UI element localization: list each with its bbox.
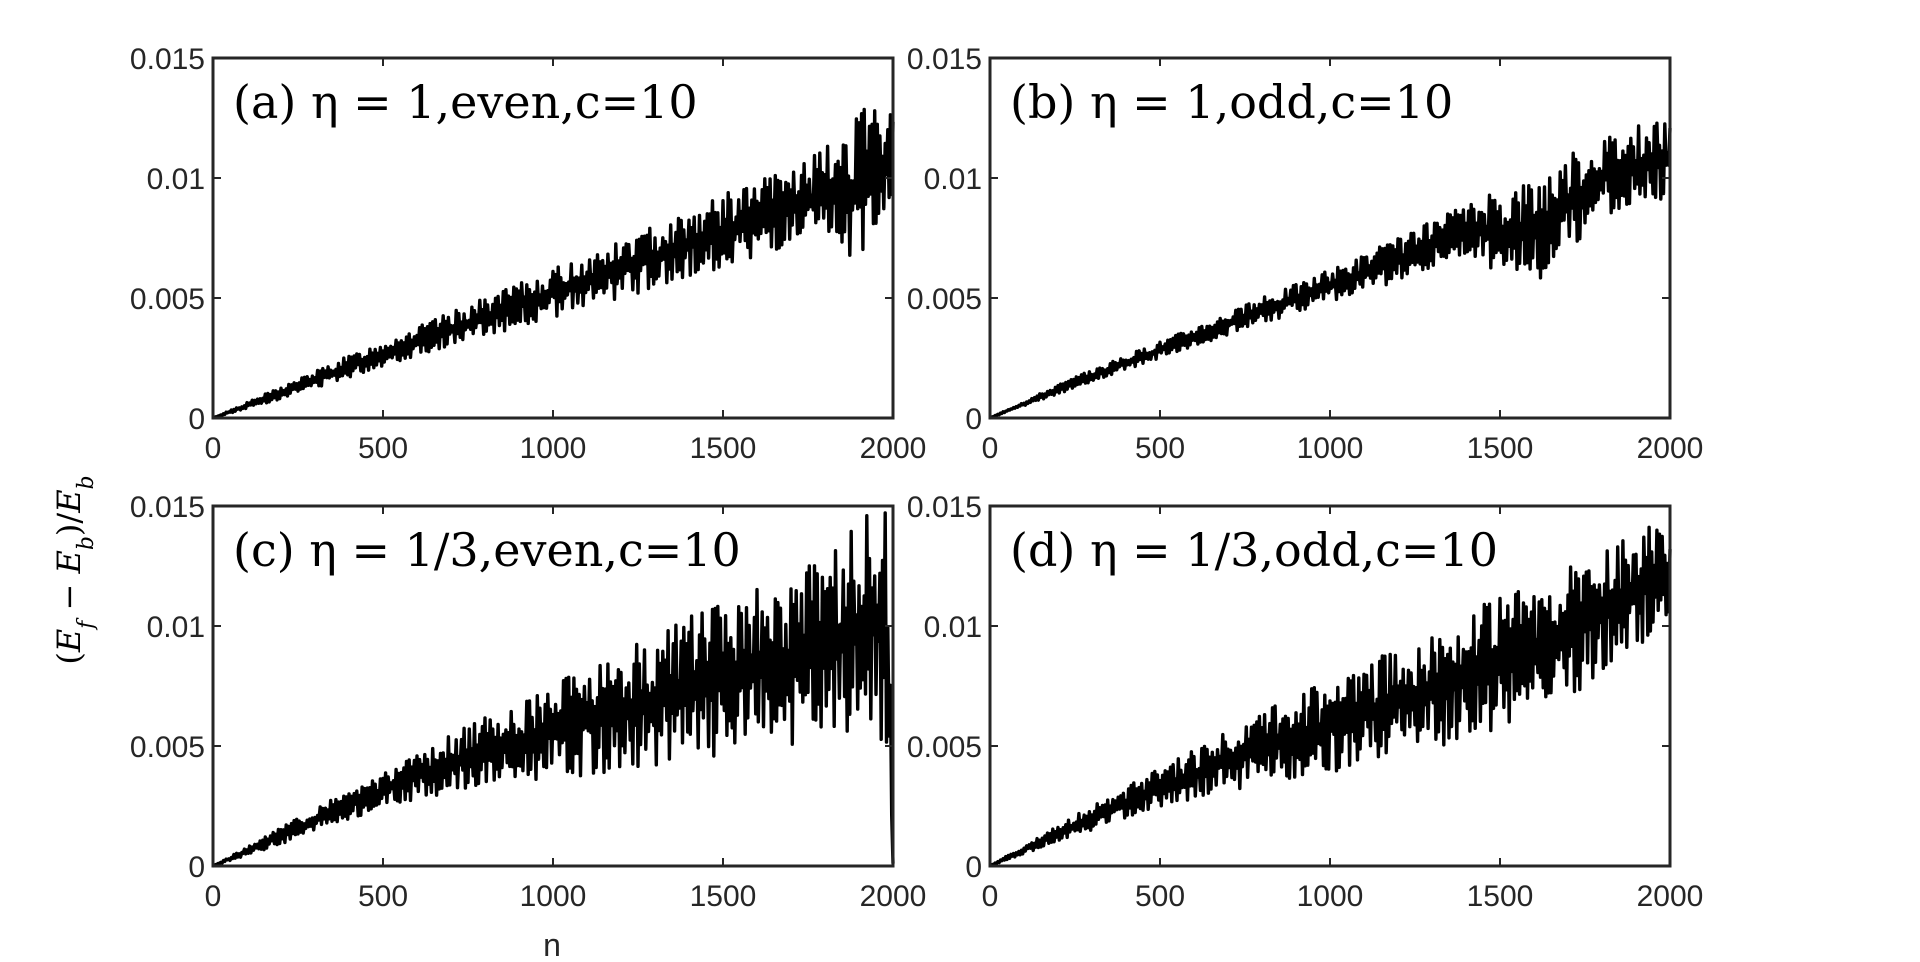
x-axis-title: n [543,927,561,962]
panel-c-y-tick-label: 0.005 [130,731,205,764]
panel-a-x-tick-label: 500 [358,432,408,465]
panel-a-x-tick-label: 1500 [690,432,757,465]
panel-d-series-line [990,525,1672,868]
panel-a-y-tick-label: 0 [188,403,205,436]
panel-a-y-tick-label: 0.01 [147,163,205,196]
panel-b-series-line [990,121,1672,420]
panel-b-title: (b) η = 1,odd,c=10 [1010,75,1453,129]
panel-c-y-tick-label: 0 [188,851,205,884]
panel-a-x-tick-label: 0 [205,432,222,465]
panel-d-x-tick-label: 500 [1135,880,1185,913]
y-axis-title: (Ef − Eb)/Eb [50,475,99,664]
panel-b-x-tick-label: 1000 [1297,432,1364,465]
panel-d-y-tick-label: 0.015 [907,491,982,524]
panel-b-y-tick-label: 0 [965,403,982,436]
panel-d-y-tick-label: 0 [965,851,982,884]
panel-c-y-tick-label: 0.015 [130,491,205,524]
panel-d-x-tick-label: 0 [982,880,999,913]
panel-b-y-tick-label: 0.015 [907,43,982,76]
panel-c-y-tick-label: 0.01 [147,611,205,644]
panel-b-x-tick-label: 500 [1135,432,1185,465]
panel-b-y-tick-label: 0.005 [907,283,982,316]
panel-c-series-line [213,511,895,868]
panel-d-y-tick-label: 0.01 [924,611,982,644]
panel-a-y-tick-label: 0.005 [130,283,205,316]
panel-a-x-tick-label: 1000 [520,432,587,465]
panel-c-x-tick-label: 2000 [860,880,927,913]
panel-a: 0 500 1000 1500 2000 0 0.005 0.01 0.015 (a) η = 1… [130,43,926,465]
panel-d-title: (d) η = 1/3,odd,c=10 [1010,523,1498,577]
panel-b: 0 500 1000 1500 2000 0 0.005 0.01 0.015 (b) η = 1… [907,43,1703,465]
panel-d-y-tick-label: 0.005 [907,731,982,764]
panel-c-x-tick-label: 0 [205,880,222,913]
panel-b-x-tick-label: 0 [982,432,999,465]
panel-d: 0 500 1000 1500 2000 0 0.005 0.01 0.015 (d) η = 1… [907,491,1703,913]
panel-b-x-tick-label: 2000 [1637,432,1704,465]
panel-d-x-tick-label: 1500 [1467,880,1534,913]
panel-a-x-tick-label: 2000 [860,432,927,465]
panels-group: 0 500 1000 1500 2000 0 0.005 0.01 0.015 (a) η = 1… [130,43,1703,913]
panel-a-title: (a) η = 1,even,c=10 [233,75,698,129]
panel-c: 0 500 1000 1500 2000 0 0.005 0.01 0.015 (c) η = 1… [130,491,926,913]
panel-b-y-tick-label: 0.01 [924,163,982,196]
panel-c-x-tick-label: 500 [358,880,408,913]
panel-d-x-tick-label: 1000 [1297,880,1364,913]
panel-c-x-tick-label: 1000 [520,880,587,913]
panel-c-x-tick-label: 1500 [690,880,757,913]
panel-a-series-line [213,107,895,420]
panel-a-y-tick-label: 0.015 [130,43,205,76]
panel-d-x-tick-label: 2000 [1637,880,1704,913]
panel-c-title: (c) η = 1/3,even,c=10 [233,523,741,577]
panel-b-x-tick-label: 1500 [1467,432,1534,465]
